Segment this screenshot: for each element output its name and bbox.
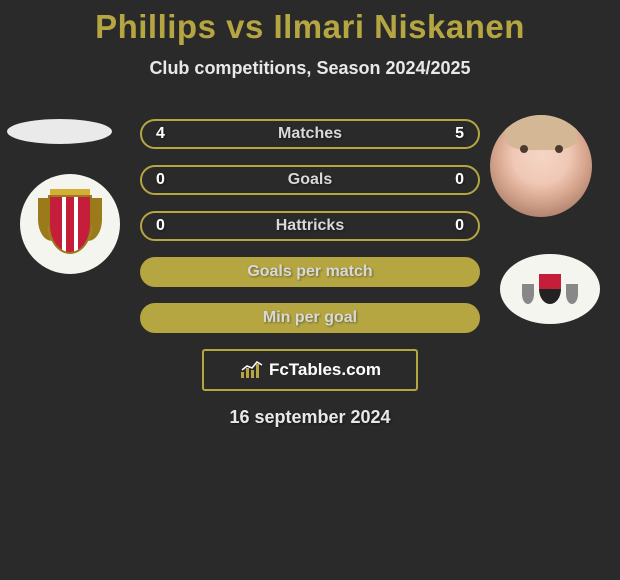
stat-row: Min per goal	[140, 303, 480, 333]
stat-label: Hattricks	[196, 217, 424, 235]
stat-right-value: 0	[424, 171, 464, 189]
stat-left-value: 4	[156, 125, 196, 143]
stat-label: Goals per match	[196, 263, 424, 281]
player-photo-left	[7, 119, 112, 144]
branding-text: FcTables.com	[269, 360, 381, 380]
date-line: 16 september 2024	[0, 407, 620, 428]
stat-label: Goals	[196, 171, 424, 189]
stat-right-value: 5	[424, 125, 464, 143]
stat-left-value: 0	[156, 217, 196, 235]
chart-icon	[239, 360, 265, 380]
branding-badge: FcTables.com	[202, 349, 418, 391]
stat-row: 4Matches5	[140, 119, 480, 149]
player-photo-right	[490, 115, 592, 217]
page-title: Phillips vs Ilmari Niskanen	[0, 0, 620, 46]
stat-label: Min per goal	[196, 309, 424, 327]
stat-row: Goals per match	[140, 257, 480, 287]
stat-label: Matches	[196, 125, 424, 143]
season-subtitle: Club competitions, Season 2024/2025	[0, 58, 620, 79]
club-badge-right	[500, 254, 600, 324]
stat-right-value: 0	[424, 217, 464, 235]
stats-column: 4Matches50Goals00Hattricks0Goals per mat…	[140, 119, 480, 349]
stat-row: 0Goals0	[140, 165, 480, 195]
comparison-panel: 4Matches50Goals00Hattricks0Goals per mat…	[0, 109, 620, 449]
stat-left-value: 0	[156, 171, 196, 189]
stat-row: 0Hattricks0	[140, 211, 480, 241]
club-badge-left	[20, 174, 120, 274]
